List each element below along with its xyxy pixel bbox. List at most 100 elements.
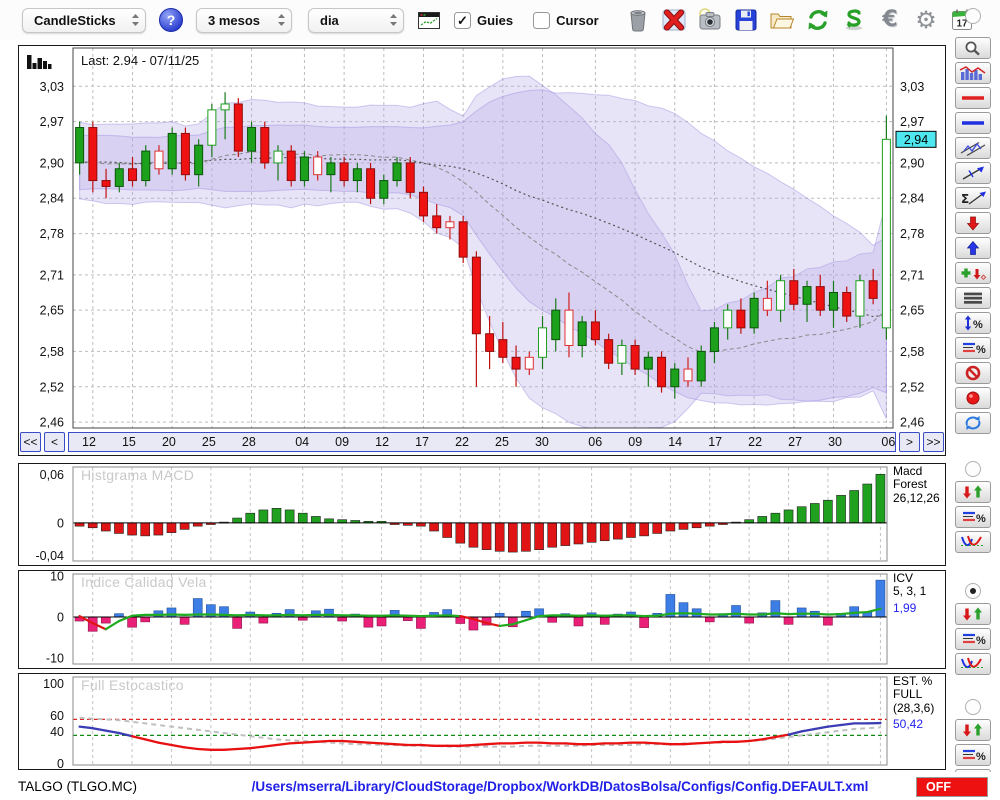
svg-text:Σ: Σ	[961, 192, 969, 206]
interval-select[interactable]: dia	[308, 7, 404, 33]
icv-value: 1,99	[893, 600, 917, 615]
svg-text:0,06: 0,06	[40, 468, 64, 482]
stoch-arrows-button[interactable]	[955, 719, 991, 741]
lines-percent-button[interactable]: %	[955, 337, 991, 359]
arrow-down-red-button[interactable]	[955, 212, 991, 234]
svg-text:0: 0	[57, 610, 64, 624]
settings-button[interactable]: ⚙	[913, 6, 940, 34]
macd-radio[interactable]	[965, 461, 981, 477]
calendar-day-label: 17	[957, 19, 969, 30]
guies-checkbox[interactable]: ✓ Guies	[454, 11, 513, 29]
nav-last-button[interactable]: >>	[923, 432, 944, 452]
stoch-lines-percent-button[interactable]: %	[955, 744, 991, 766]
add-arrow-button[interactable]	[955, 262, 991, 284]
no-entry-icon	[965, 365, 981, 381]
chart-window-icon-button[interactable]	[415, 6, 442, 34]
blue-hline-button[interactable]	[955, 112, 991, 134]
euro-icon: € €	[882, 8, 899, 32]
trash-button[interactable]	[625, 6, 652, 34]
snapshot-button[interactable]	[697, 6, 724, 34]
macd-canvas[interactable]: 0,06 0 -0,04	[19, 464, 945, 565]
svg-text:2,97: 2,97	[900, 115, 924, 129]
vertical-measure-percent-button[interactable]: %	[955, 312, 991, 334]
red-hline-button[interactable]	[955, 87, 991, 109]
cursor-checkbox[interactable]: Cursor	[533, 11, 599, 29]
nav-next-button[interactable]: >	[899, 432, 920, 452]
bollinger-bands	[79, 75, 887, 428]
arrow-up-blue-icon	[966, 240, 980, 255]
sigma-trendline-button[interactable]: Σ	[955, 187, 991, 209]
status-bar: TALGO (TLGO.MC) /Users/mserra/Library/Cl…	[0, 772, 1000, 800]
off-button[interactable]: OFF	[916, 777, 988, 797]
macd-curves-button[interactable]	[955, 531, 991, 553]
help-button[interactable]: ?	[159, 8, 183, 32]
sync-s-icon	[846, 9, 863, 31]
svg-text:40: 40	[50, 725, 64, 739]
svg-text:2,65: 2,65	[900, 304, 924, 318]
stoch-radio[interactable]	[965, 699, 981, 715]
sync-button[interactable]	[841, 6, 868, 34]
lines-percent-icon: %	[963, 633, 986, 647]
svg-text:%: %	[976, 344, 986, 356]
curves-icon	[961, 535, 984, 547]
arrow-up-blue-button[interactable]	[955, 237, 991, 259]
interval-value: dia	[320, 12, 339, 28]
chevron-updown-icon	[278, 14, 285, 26]
svg-text:100: 100	[43, 677, 64, 691]
icv-arrows-button[interactable]	[955, 603, 991, 625]
macd-lines-percent-button[interactable]: %	[955, 506, 991, 528]
icv-radio[interactable]	[965, 583, 981, 599]
x-axis-date: 06	[881, 435, 896, 449]
svg-text:60: 60	[50, 709, 64, 723]
svg-text:%: %	[976, 635, 986, 647]
record-button[interactable]	[955, 387, 991, 409]
chart-nav-bar: << < 12 15 20 25 28 04 09 12 17 22 25 30 06 09 14 17 22 2…	[19, 432, 945, 454]
icv-lines-percent-button[interactable]: %	[955, 628, 991, 650]
chart-type-value: CandleSticks	[34, 12, 116, 28]
stoch-canvas[interactable]: 100 60 40 0	[19, 674, 945, 769]
config-path-label: /Users/mserra/Library/CloudStorage/Dropb…	[251, 779, 869, 794]
chart-type-select[interactable]: CandleSticks	[22, 7, 146, 33]
open-button[interactable]	[769, 6, 796, 34]
svg-text:%: %	[976, 751, 986, 763]
refresh-blue-button[interactable]	[955, 412, 991, 434]
chart-window-icon	[417, 11, 440, 29]
zoom-button[interactable]	[955, 37, 991, 59]
no-entry-button[interactable]	[955, 362, 991, 384]
trendline-button[interactable]	[955, 162, 991, 184]
indicators-chart-button[interactable]	[955, 62, 991, 84]
main-chart-radio[interactable]	[965, 8, 981, 24]
save-button[interactable]	[733, 6, 760, 34]
delete-button[interactable]	[661, 6, 688, 34]
macd-label-1: Macd	[893, 464, 923, 478]
histogram-icon[interactable]	[25, 51, 55, 78]
period-select[interactable]: 3 mesos	[196, 7, 292, 33]
x-axis-date: 12	[375, 435, 390, 449]
main-chart-canvas[interactable]: 3,03 3,03 2,97 2,97 2,90 2,90 2,84 2,84 2,78 2,78…	[19, 46, 945, 432]
icv-watermark: Indice Calidad Vela	[81, 574, 207, 590]
stoch-watermark: Full Estocastico	[81, 677, 184, 693]
list-lines-button[interactable]	[955, 287, 991, 309]
svg-text:2,90: 2,90	[900, 156, 924, 170]
stoch-k-line	[78, 721, 882, 751]
symbol-label: TALGO (TLGO.MC)	[18, 779, 138, 794]
icv-canvas[interactable]: 10 0 -10	[19, 571, 945, 668]
icv-label-2: 5, 3, 1	[893, 584, 927, 599]
red-hline-icon	[962, 96, 984, 100]
stoch-d-line	[79, 716, 881, 748]
nav-prev-button[interactable]: <	[44, 432, 65, 452]
icv-labels: ICV 5, 3, 1 1,99	[893, 571, 927, 615]
stoch-labels: EST. % FULL (28,3,6) 50,42	[893, 674, 934, 732]
svg-text:2,90: 2,90	[40, 156, 64, 170]
nav-date-strip[interactable]: 12 15 20 25 28 04 09 12 17 22 25 30 06 09 14 17 22 27 30 06	[68, 432, 896, 452]
camera-icon	[699, 8, 721, 30]
refresh-button[interactable]	[805, 6, 832, 34]
nav-first-button[interactable]: <<	[20, 432, 41, 452]
period-value: 3 mesos	[208, 12, 261, 28]
toolbar: CandleSticks ? 3 mesos dia ✓ Guies Cur	[0, 0, 1000, 40]
euro-button[interactable]: € €	[877, 6, 904, 34]
icv-curves-button[interactable]	[955, 653, 991, 675]
channel-button[interactable]	[955, 137, 991, 159]
macd-arrows-button[interactable]	[955, 481, 991, 503]
